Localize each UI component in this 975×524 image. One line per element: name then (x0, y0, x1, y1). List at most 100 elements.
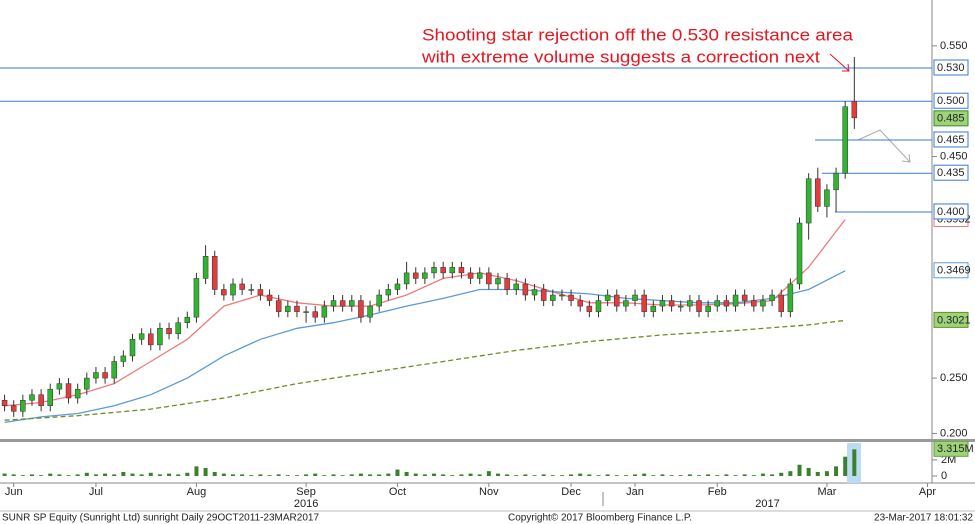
candle-body (248, 289, 255, 291)
candle-body (412, 272, 419, 279)
volume-bar (441, 474, 446, 476)
volume-bar (267, 475, 272, 476)
candle-body (56, 383, 63, 390)
volume-bar (404, 471, 409, 476)
volume-bar (276, 474, 281, 476)
x-tick-label: Mar (817, 486, 836, 498)
volume-bar (751, 475, 756, 476)
volume-bar (285, 475, 290, 476)
volume-bar (843, 456, 848, 476)
candle-body (312, 311, 318, 318)
volume-bar (249, 475, 254, 476)
volume-bar (806, 467, 811, 476)
candle-body (760, 300, 766, 307)
volume-bar (185, 472, 190, 476)
volume-bar (29, 474, 34, 476)
candle-body (129, 339, 136, 357)
volume-bar (20, 475, 25, 476)
year-label: 2016 (294, 498, 318, 510)
volume-bar (2, 473, 7, 476)
candle-body (604, 294, 611, 301)
year-label: 2017 (755, 498, 779, 510)
volume-bar (139, 474, 144, 476)
candle-body (257, 289, 264, 296)
candle-body (349, 300, 355, 307)
volume-bar (294, 475, 299, 476)
candle-body (522, 283, 529, 296)
candle-body (175, 322, 181, 335)
x-tick-label: Jan (626, 486, 644, 498)
ma-tag-box (933, 262, 969, 279)
volume-bar (422, 474, 427, 476)
volume-tag: 3.315M (937, 443, 974, 455)
volume-bar (84, 472, 89, 476)
level-tag: 0.530 (937, 62, 965, 74)
volume-bar (678, 475, 683, 476)
volume-bar (596, 475, 601, 476)
annotation: Shooting star rejection off the 0.530 re… (422, 25, 854, 44)
candle-body (20, 399, 26, 412)
candle-body (239, 283, 245, 290)
volume-bar (788, 471, 793, 476)
candle-body (376, 294, 382, 307)
candle-body (504, 278, 510, 290)
candle-body (93, 372, 99, 379)
panel-separator (0, 439, 975, 442)
volume-bar (569, 474, 574, 476)
volume-bar (697, 475, 701, 476)
candle-body (723, 300, 730, 307)
volume-bar (824, 471, 829, 476)
candle-body (796, 222, 803, 285)
candle-body (805, 178, 812, 224)
y-tick-label: 0.200 (940, 427, 968, 439)
candle-body (221, 289, 227, 296)
ma-tag: 0.3469 (937, 265, 971, 277)
moving-average (4, 219, 846, 407)
y-tick-label: 0.550 (940, 40, 968, 52)
volume-bar (706, 474, 711, 476)
candle-body (303, 311, 309, 313)
volume-bar (349, 474, 354, 476)
x-tick-label: Jun (5, 486, 23, 498)
candle-body (1, 399, 8, 407)
candle-body (650, 305, 657, 312)
level-tag-box (933, 59, 969, 76)
volume-bar (130, 473, 135, 476)
volume-bar (395, 469, 400, 476)
candle-body (851, 100, 858, 119)
x-tick-label: Jul (89, 486, 103, 498)
level-tag: 0.465 (937, 134, 965, 146)
volume-bar (450, 475, 455, 476)
x-tick-label: Nov (479, 486, 499, 498)
volume-bar (75, 474, 80, 476)
candle-body (74, 388, 81, 399)
candle-body (157, 328, 163, 346)
volume-bar (221, 473, 226, 476)
candle-body (422, 272, 428, 279)
volume-bar (386, 473, 391, 476)
candle-body (193, 278, 200, 318)
candle-body (842, 106, 848, 174)
candle-body (367, 305, 373, 318)
footer-center: Copyright© 2017 Bloomberg Finance L.P. (508, 513, 692, 524)
candle-body (339, 300, 346, 307)
volume-bar (834, 466, 839, 476)
candle-body (230, 283, 236, 296)
candle-body (751, 300, 757, 307)
x-tick-label: Oct (389, 486, 406, 498)
volume-bar (176, 474, 181, 476)
candle-body (623, 300, 629, 307)
candle-body (148, 333, 154, 346)
candle-body (202, 256, 209, 279)
volume-bar (505, 474, 510, 476)
volume-bar (468, 473, 473, 476)
candle-body (614, 294, 620, 307)
volume-bar (231, 474, 235, 476)
candle-body (111, 361, 117, 379)
volume-bar (605, 474, 610, 476)
volume-bar (852, 449, 857, 476)
candle-body (577, 300, 583, 307)
candle-body (559, 294, 565, 297)
candle-body (495, 278, 501, 285)
ma-tag: 0.3021 (937, 314, 971, 326)
